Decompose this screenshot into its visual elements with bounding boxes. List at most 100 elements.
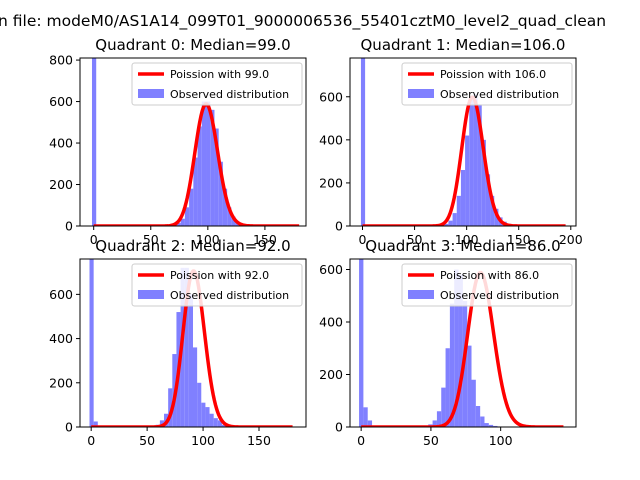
- x-tick-label: 0: [90, 232, 98, 247]
- hist-bar: [460, 170, 466, 226]
- hist-bar: [485, 174, 491, 226]
- hist-bar: [481, 139, 486, 226]
- hist-bar: [201, 101, 207, 226]
- hist-bar: [197, 382, 202, 427]
- y-tick-label: 0: [65, 219, 73, 234]
- hist-bar: [221, 424, 227, 427]
- hist-bar: [445, 348, 450, 427]
- hist-bar: [209, 413, 214, 427]
- y-tick-label: 200: [319, 367, 343, 382]
- hist-bar: [184, 267, 189, 427]
- hist-bar: [452, 213, 457, 226]
- hist-bar: [184, 207, 190, 226]
- y-tick-label: 400: [319, 132, 343, 147]
- legend: Poission with 92.0 Observed distribution: [131, 263, 303, 307]
- y-tick-label: 200: [49, 177, 73, 192]
- hist-bar: [176, 222, 181, 226]
- hist-bar: [432, 420, 437, 427]
- hist-bar: [488, 424, 494, 427]
- hist-bar: [441, 387, 446, 427]
- hist-bar: [475, 406, 481, 427]
- x-tick-label: 50: [423, 433, 439, 448]
- legend-label-poisson: Poission with 86.0: [440, 269, 539, 282]
- y-tick-label: 600: [319, 89, 343, 104]
- panel-quadrant-0: 0 50 100 150 0 200 400 600 800 Quadrant 0: Median…: [49, 36, 307, 247]
- y-tick-label: 400: [319, 315, 343, 330]
- x-tick-label: 100: [455, 232, 479, 247]
- hist-bar: [367, 420, 373, 427]
- hist-bar: [473, 94, 478, 226]
- poisson-curve: [93, 102, 300, 226]
- x-tick-label: 150: [253, 232, 277, 247]
- hist-bar: [218, 161, 223, 226]
- hist-bar: [484, 423, 489, 427]
- y-tick-label: 600: [49, 94, 73, 109]
- x-tick-label: 200: [559, 232, 583, 247]
- hist-bar: [448, 220, 453, 226]
- y-tick-label: 600: [319, 262, 343, 277]
- y-tick-label: 200: [319, 175, 343, 190]
- x-tick-label: 0: [357, 433, 365, 448]
- x-tick-label: 0: [359, 232, 367, 247]
- legend-label-poisson: Poission with 106.0: [440, 68, 546, 81]
- hist-bar: [360, 58, 366, 226]
- legend-label-observed: Observed distribution: [170, 289, 289, 302]
- legend-label-observed: Observed distribution: [440, 289, 559, 302]
- hist-bar: [214, 128, 219, 226]
- axes-frame: [349, 258, 577, 428]
- legend: Poission with 86.0 Observed distribution: [401, 263, 573, 307]
- x-tick-label: 50: [407, 232, 423, 247]
- hist-bar: [480, 416, 485, 427]
- plot-area: [91, 58, 300, 226]
- hist-bar: [189, 188, 194, 226]
- plot-area: [360, 58, 567, 226]
- panel-title: Quadrant 0: Median=99.0: [95, 36, 290, 54]
- legend-patch-icon: [408, 290, 434, 299]
- panel-title: Quadrant 2: Median=92.0: [95, 237, 290, 255]
- hist-bar: [458, 274, 463, 427]
- y-tick-label: 0: [335, 420, 343, 435]
- y-tick-label: 0: [335, 219, 343, 234]
- hist-bar: [449, 303, 455, 427]
- legend-label-poisson: Poission with 92.0: [170, 269, 269, 282]
- x-tick-label: 100: [489, 433, 513, 448]
- hist-bar: [217, 420, 222, 427]
- hist-bar: [493, 425, 498, 427]
- hist-bar: [188, 294, 193, 427]
- legend: Poission with 106.0 Observed distribution: [401, 62, 573, 106]
- hist-bar: [205, 407, 210, 427]
- hist-bar: [477, 105, 482, 226]
- legend-patch-icon: [138, 89, 164, 98]
- hist-bar: [471, 379, 476, 427]
- y-tick-label: 600: [49, 287, 73, 302]
- legend-patch-icon: [138, 290, 164, 299]
- poisson-curve: [361, 95, 567, 226]
- y-tick-label: 400: [49, 331, 73, 346]
- x-tick-label: 50: [143, 232, 159, 247]
- hist-bar: [168, 388, 173, 427]
- hist-bar: [436, 411, 442, 427]
- panel-title: Quadrant 1: Median=106.0: [361, 36, 566, 54]
- legend-box: [131, 263, 303, 307]
- hist-bar: [467, 345, 472, 427]
- y-tick-label: 800: [49, 53, 73, 68]
- hist-bar: [469, 96, 474, 226]
- x-tick-label: 100: [191, 433, 215, 448]
- x-tick-label: 50: [139, 433, 155, 448]
- legend-box: [401, 62, 573, 106]
- axes-frame: [79, 57, 307, 227]
- hist-bar: [210, 109, 215, 226]
- hist-bar: [89, 259, 94, 427]
- hist-bar: [359, 259, 364, 427]
- hist-bar: [231, 216, 236, 226]
- hist-bar: [159, 420, 165, 427]
- legend-box: [131, 62, 303, 106]
- legend-label-observed: Observed distribution: [170, 88, 289, 101]
- hist-bar: [454, 269, 459, 427]
- x-tick-label: 150: [507, 232, 531, 247]
- panel-quadrant-2: 0 50 100 150 0 200 400 600 Quadrant 2: Median=92…: [49, 237, 307, 448]
- hist-bar: [193, 347, 198, 427]
- x-tick-label: 150: [247, 433, 271, 448]
- figure-suptitle: n file: modeM0/AS1A14_099T01_9000006536_…: [0, 12, 606, 31]
